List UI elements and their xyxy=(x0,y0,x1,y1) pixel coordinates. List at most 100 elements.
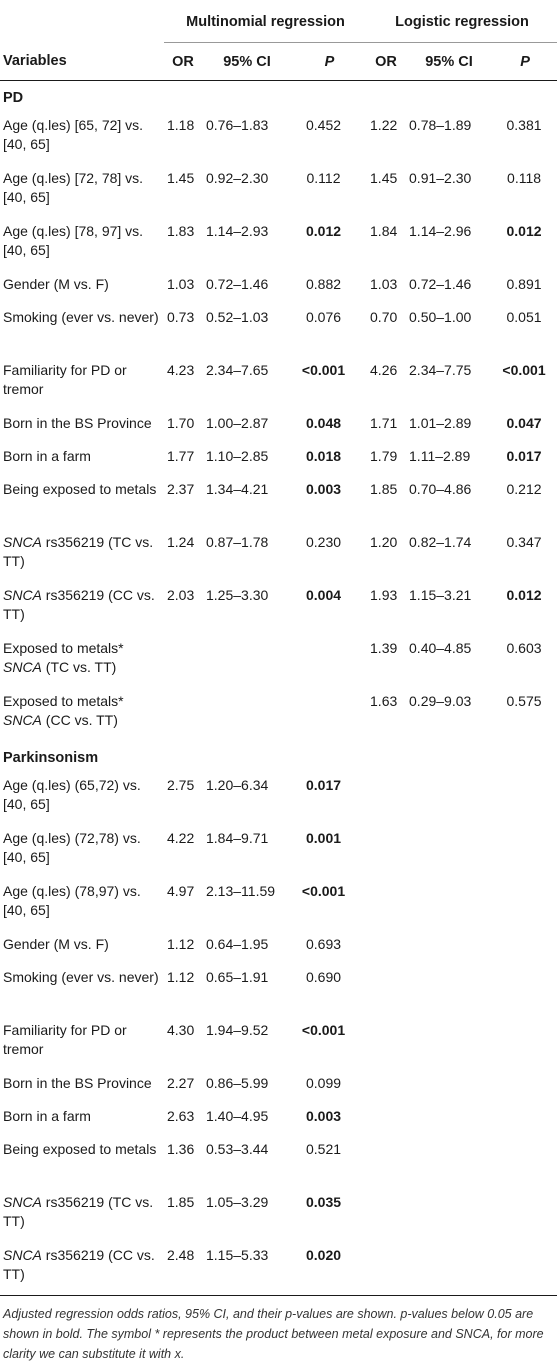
table-row: Age (q.les) [78, 97] vs. [40, 65] 1.83 1.1… xyxy=(0,218,557,271)
logistic-p-cell xyxy=(493,1017,557,1070)
multinomial-p-cell: 0.452 xyxy=(305,117,342,133)
table-row: Born in a farm 2.63 1.40–4.95 0.003 xyxy=(0,1103,557,1136)
table-row: Age (q.les) (72,78) vs. [40, 65] 4.22 1.84… xyxy=(0,825,557,878)
multinomial-or-cell: 2.37 xyxy=(167,481,195,497)
table-row: SNCA rs356219 (CC vs. TT) 2.03 1.25–3.30 0.… xyxy=(0,582,557,635)
logistic-ci-cell xyxy=(405,772,493,825)
multinomial-ci-cell: 1.05–3.29 xyxy=(206,1194,269,1210)
multinomial-ci-cell xyxy=(202,635,292,688)
multinomial-ci-cell: 1.10–2.85 xyxy=(206,448,269,464)
multinomial-or-cell: 1.12 xyxy=(167,969,195,985)
gene-name: SNCA xyxy=(3,587,42,603)
multinomial-or-cell: 2.48 xyxy=(164,1242,202,1296)
logistic-or-cell xyxy=(367,1242,406,1296)
variable-label: Exposed to metals* xyxy=(3,693,124,709)
logistic-or-cell xyxy=(367,1189,405,1242)
multinomial-ci-cell: 0.72–1.46 xyxy=(206,276,269,292)
variable-cell: Age (q.les) [78, 97] vs. [40, 65] xyxy=(0,218,164,271)
multinomial-ci-cell: 0.52–1.03 xyxy=(206,309,269,325)
variable-label: Familiarity for PD or tremor xyxy=(3,1022,127,1057)
multinomial-ci-cell: 0.53–3.44 xyxy=(206,1141,269,1157)
logistic-p-cell xyxy=(493,878,557,931)
column-header-or: OR xyxy=(164,42,202,81)
logistic-ci-cell xyxy=(405,825,493,878)
variable-cell: Born in a farm xyxy=(0,443,164,476)
table-row: Age (q.les) [65, 72] vs. [40, 65] 1.18 0.7… xyxy=(0,112,557,165)
logistic-p-cell xyxy=(493,1242,557,1296)
gene-name: SNCA xyxy=(3,1194,42,1210)
group-header-empty xyxy=(0,0,164,43)
logistic-ci-cell xyxy=(405,1189,493,1242)
variable-label: Being exposed to metals xyxy=(3,1141,157,1157)
logistic-p-cell: 0.012 xyxy=(506,223,542,239)
logistic-or-cell: 4.26 xyxy=(370,362,398,378)
logistic-ci-cell: 0.78–1.89 xyxy=(409,117,472,133)
table-body: PD Age (q.les) [65, 72] vs. [40, 65] 1.18 0… xyxy=(0,81,557,1296)
logistic-or-cell xyxy=(367,1136,405,1189)
multinomial-or-cell: 1.36 xyxy=(167,1141,195,1157)
variable-label: rs356219 (CC vs. TT) xyxy=(3,587,155,622)
multinomial-p-cell: <0.001 xyxy=(301,883,346,899)
logistic-or-cell: 1.20 xyxy=(370,534,398,550)
variable-label: Born in the BS Province xyxy=(3,1075,152,1091)
column-header-row: Variables OR 95% CI P OR 95% CI P xyxy=(0,42,557,81)
variable-label: Born in a farm xyxy=(3,1108,91,1124)
logistic-p-cell: 0.212 xyxy=(506,481,542,497)
table-row: SNCA rs356219 (TC vs. TT) 1.85 1.05–3.29 0.… xyxy=(0,1189,557,1242)
logistic-p-cell xyxy=(493,1070,557,1103)
multinomial-or-cell: 4.30 xyxy=(167,1022,195,1038)
logistic-p-cell: 0.381 xyxy=(506,117,542,133)
multinomial-ci-cell: 2.34–7.65 xyxy=(206,362,269,378)
variable-cell: Being exposed to metals xyxy=(0,476,164,529)
logistic-p-cell: 0.347 xyxy=(506,534,542,550)
variable-label: Age (q.les) [72, 78] vs. [40, 65] xyxy=(3,170,144,205)
variable-cell: Age (q.les) (65,72) vs. [40, 65] xyxy=(0,772,164,825)
multinomial-or-cell: 4.97 xyxy=(167,883,195,899)
variable-label: Age (q.les) (65,72) vs. [40, 65] xyxy=(3,777,141,812)
multinomial-ci-cell: 1.00–2.87 xyxy=(206,415,269,431)
variable-label-suffix: (TC vs. TT) xyxy=(41,659,117,675)
logistic-ci-cell: 1.01–2.89 xyxy=(409,415,472,431)
table-row: Born in a farm 1.77 1.10–2.85 0.018 1.79 1.11… xyxy=(0,443,557,476)
multinomial-p-cell: 0.693 xyxy=(305,936,342,952)
variable-cell: Born in the BS Province xyxy=(0,1070,164,1103)
multinomial-ci-cell xyxy=(202,688,292,741)
multinomial-or-cell: 2.75 xyxy=(167,777,195,793)
multinomial-ci-cell: 0.87–1.78 xyxy=(206,534,269,550)
variable-cell: Smoking (ever vs. never) xyxy=(0,304,164,357)
variable-label: Being exposed to metals xyxy=(3,481,157,497)
section-title: PD xyxy=(3,90,24,106)
section-header-row: Parkinsonism xyxy=(0,741,557,772)
logistic-p-cell: 0.118 xyxy=(507,170,542,186)
logistic-p-cell xyxy=(493,772,557,825)
logistic-p-cell xyxy=(493,1189,557,1242)
variable-label: Age (q.les) (78,97) vs. [40, 65] xyxy=(3,883,141,918)
table-row: Exposed to metals* SNCA (CC vs. TT) 1.63 0.… xyxy=(0,688,557,741)
variable-cell: Age (q.les) [72, 78] vs. [40, 65] xyxy=(0,165,164,218)
variable-cell: Gender (M vs. F) xyxy=(0,271,164,304)
variable-cell: Age (q.les) [65, 72] vs. [40, 65] xyxy=(0,112,164,165)
variable-cell: Age (q.les) (78,97) vs. [40, 65] xyxy=(0,878,164,931)
variable-label: Smoking (ever vs. never) xyxy=(3,969,159,985)
logistic-or-cell: 1.63 xyxy=(370,693,398,709)
logistic-ci-cell: 1.15–3.21 xyxy=(409,587,472,603)
variable-label: Exposed to metals* xyxy=(3,640,124,656)
logistic-ci-cell: 0.91–2.30 xyxy=(409,170,472,186)
column-header-ci: 95% CI xyxy=(202,42,292,81)
multinomial-p-cell xyxy=(292,688,367,741)
variable-label: Age (q.les) [65, 72] vs. [40, 65] xyxy=(3,117,144,152)
column-header-ci: 95% CI xyxy=(405,42,494,81)
variable-cell: Age (q.les) (72,78) vs. [40, 65] xyxy=(0,825,164,878)
variable-label: Age (q.les) (72,78) vs. [40, 65] xyxy=(3,830,141,865)
multinomial-p-cell: 0.035 xyxy=(305,1194,342,1210)
logistic-p-cell: 0.603 xyxy=(506,640,542,656)
logistic-p-cell: 0.575 xyxy=(506,693,542,709)
table-row: Being exposed to metals 1.36 0.53–3.44 0.52… xyxy=(0,1136,557,1189)
multinomial-or-cell: 1.70 xyxy=(167,415,195,431)
multinomial-ci-cell: 1.34–4.21 xyxy=(206,481,269,497)
variable-cell: Born in a farm xyxy=(0,1103,164,1136)
variable-label: Smoking (ever vs. never) xyxy=(3,309,159,325)
multinomial-or-cell: 2.63 xyxy=(167,1108,195,1124)
column-header-or: OR xyxy=(367,42,406,81)
multinomial-or-cell: 1.12 xyxy=(167,936,195,952)
